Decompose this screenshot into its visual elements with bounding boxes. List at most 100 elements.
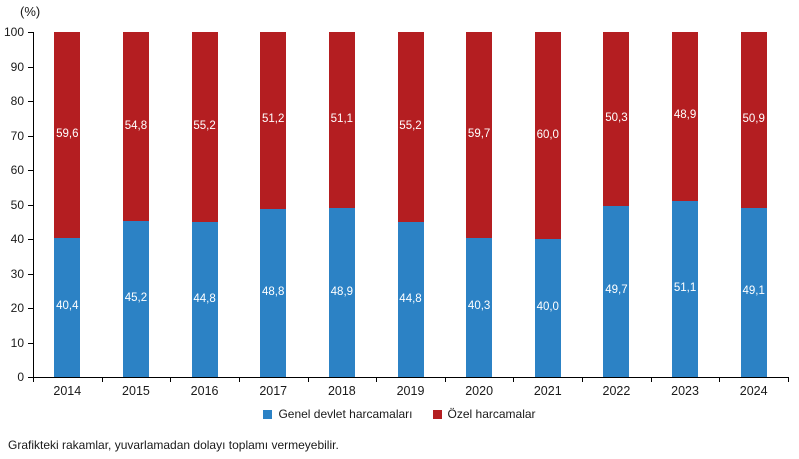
y-axis-tick (28, 101, 33, 102)
x-axis-tick (238, 377, 240, 382)
legend-swatch-ozel-harcamalar (432, 409, 442, 419)
x-axis-category-label: 2018 (327, 384, 356, 398)
bar-segment-genel-devlet (191, 222, 218, 377)
y-axis-tick-label: 70 (10, 128, 24, 143)
x-axis-category-label: 2024 (739, 384, 768, 398)
x-axis-tick (513, 377, 515, 382)
x-axis-tick (719, 377, 721, 382)
bar-segment-genel-devlet (740, 207, 767, 377)
y-axis-tick (28, 204, 33, 206)
x-axis-tick (788, 377, 789, 382)
x-axis-category-label: 2021 (533, 384, 562, 398)
bar-segment-genel-devlet (54, 237, 81, 377)
x-axis-category-label: 2023 (671, 384, 699, 398)
y-axis-tick (28, 239, 33, 240)
legend-label-ozel-harcamalar: Özel harcamalar (447, 407, 536, 421)
bar-value-label-genel-devlet: 51,1 (673, 281, 697, 294)
y-axis-tick (28, 308, 33, 309)
bar-value-label-genel-devlet: 40,3 (467, 300, 491, 313)
x-axis-tick (650, 377, 652, 382)
bar-value-label-ozel-harcamalar: 50,9 (742, 112, 765, 125)
bar-segment-genel-devlet (328, 208, 355, 377)
y-axis-tick (28, 32, 33, 33)
y-axis-tick-label: 40 (10, 232, 24, 246)
bar-segment-ozel-harcamalar (672, 32, 699, 201)
y-axis-tick-label: 80 (10, 94, 24, 108)
bar-segment-ozel-harcamalar (397, 32, 424, 223)
x-axis-tick (444, 377, 446, 382)
bar-segment-ozel-harcamalar (260, 32, 287, 209)
y-axis-tick (28, 377, 33, 378)
bar-segment-genel-devlet (260, 208, 287, 377)
x-axis-tick (376, 377, 378, 382)
bar-value-label-ozel-harcamalar: 59,6 (56, 127, 79, 140)
x-axis-category-label: 2019 (396, 384, 425, 398)
bar-value-label-genel-devlet: 44,8 (399, 292, 422, 305)
bar-value-label-ozel-harcamalar: 51,2 (262, 113, 285, 126)
x-axis-category-label: 2014 (53, 384, 82, 398)
bar-segment-ozel-harcamalar (122, 32, 149, 222)
bar-value-label-genel-devlet: 48,8 (262, 285, 285, 298)
footnote: Grafikteki rakamlar, yuvarlamadan dolayı… (8, 438, 339, 452)
x-axis-tick (33, 377, 34, 382)
bar-value-label-ozel-harcamalar: 51,1 (330, 113, 354, 126)
y-axis-tick (28, 170, 33, 171)
chart-legend: Genel devlet harcamaları Özel harcamalar (0, 407, 799, 421)
y-axis-tick-label: 10 (10, 335, 24, 350)
bar-value-label-genel-devlet: 40,0 (536, 301, 559, 313)
x-axis-category-label: 2017 (259, 384, 288, 398)
x-axis-category-label: 2022 (602, 384, 631, 398)
legend-item-genel-devlet: Genel devlet harcamaları (263, 407, 413, 421)
bar-value-label-ozel-harcamalar: 50,3 (605, 111, 628, 124)
y-axis-tick (28, 273, 33, 275)
bar-segment-ozel-harcamalar (466, 32, 493, 238)
y-axis-tick-label: 30 (10, 266, 24, 281)
y-axis-tick-label: 90 (10, 59, 24, 74)
legend-swatch-genel-devlet (263, 409, 273, 419)
y-axis-tick (28, 342, 33, 344)
y-axis-unit-label: (%) (20, 4, 41, 19)
bar-value-label-ozel-harcamalar: 55,2 (399, 120, 422, 133)
bar-segment-ozel-harcamalar (191, 32, 218, 223)
bar-value-label-genel-devlet: 40,4 (56, 300, 79, 313)
x-axis-tick (101, 377, 103, 382)
bar-segment-genel-devlet (534, 239, 561, 377)
bar-value-label-genel-devlet: 49,1 (742, 285, 765, 298)
bar-segment-genel-devlet (122, 221, 149, 377)
bar-segment-ozel-harcamalar (54, 32, 81, 238)
x-axis-category-label: 2016 (190, 384, 219, 398)
bar-value-label-ozel-harcamalar: 59,7 (467, 127, 491, 140)
x-axis-tick (307, 377, 309, 382)
y-axis-tick (28, 66, 33, 68)
y-axis-tick-label: 60 (10, 163, 24, 177)
bar-value-label-genel-devlet: 49,7 (605, 284, 628, 297)
bar-segment-ozel-harcamalar (328, 32, 355, 209)
bar-segment-ozel-harcamalar (534, 32, 561, 239)
bar-value-label-genel-devlet: 48,9 (330, 285, 354, 298)
legend-label-genel-devlet: Genel devlet harcamaları (278, 407, 413, 421)
bar-segment-genel-devlet (397, 222, 424, 377)
x-axis-tick (582, 377, 584, 382)
y-axis-tick-label: 50 (10, 197, 24, 212)
bar-value-label-ozel-harcamalar: 60,0 (536, 128, 559, 141)
bar-segment-ozel-harcamalar (603, 32, 630, 206)
bar-segment-genel-devlet (672, 200, 699, 377)
x-axis (33, 377, 789, 378)
bar-value-label-genel-devlet: 44,8 (193, 292, 216, 305)
y-axis-tick-label: 100 (3, 25, 24, 39)
x-axis-tick (170, 377, 172, 382)
bar-segment-ozel-harcamalar (740, 32, 767, 208)
x-axis-category-label: 2020 (465, 384, 494, 398)
y-axis-tick-label: 0 (17, 370, 24, 384)
y-axis-tick (28, 135, 33, 137)
y-axis-tick-label: 20 (10, 301, 24, 315)
bar-value-label-ozel-harcamalar: 48,9 (673, 109, 697, 122)
bar-value-label-ozel-harcamalar: 55,2 (193, 120, 216, 133)
x-axis-category-label: 2015 (122, 384, 150, 398)
bar-segment-genel-devlet (603, 205, 630, 377)
legend-item-ozel-harcamalar: Özel harcamalar (432, 407, 536, 421)
bar-value-label-genel-devlet: 45,2 (124, 292, 148, 305)
bar-segment-genel-devlet (466, 237, 493, 377)
